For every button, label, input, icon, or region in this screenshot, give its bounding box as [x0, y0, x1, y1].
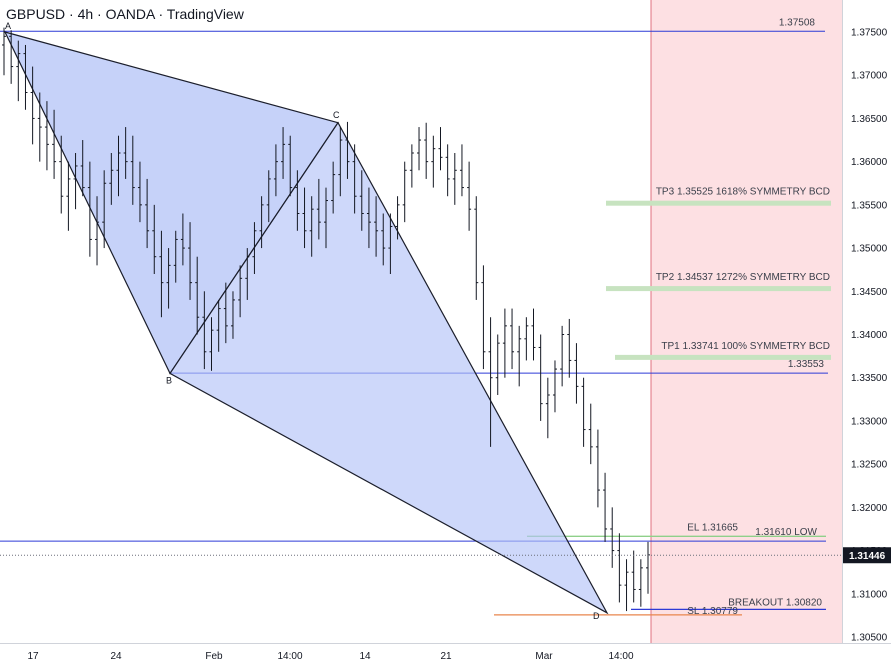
- pattern-point-a: A: [5, 21, 11, 31]
- price-tick-label: 1.31000: [851, 589, 888, 600]
- pattern-point-c: C: [333, 110, 340, 120]
- time-tick-label: 21: [440, 651, 452, 662]
- pattern-point-b: B: [166, 375, 172, 385]
- time-tick-label: Feb: [205, 651, 223, 662]
- price-tick-label: 1.36500: [851, 114, 888, 125]
- tp1-label: TP1 1.33741 100% SYMMETRY BCD: [661, 341, 830, 352]
- level-low-label: 1.31610 LOW: [755, 527, 817, 538]
- price-tick-label: 1.35000: [851, 244, 888, 255]
- tp2-label: TP2 1.34537 1272% SYMMETRY BCD: [656, 272, 830, 283]
- price-tick-label: 1.37500: [851, 28, 888, 39]
- price-tick-label: 1.36000: [851, 157, 888, 168]
- current-price-label: 1.31446: [849, 551, 886, 562]
- tp1-zone: [615, 354, 831, 360]
- candles: [2, 27, 650, 612]
- price-tick-label: 1.33500: [851, 373, 888, 384]
- pattern-point-d: D: [593, 611, 600, 621]
- price-tick-label: 1.30500: [851, 633, 888, 644]
- future-zone: [651, 0, 842, 643]
- time-tick-label: 17: [27, 651, 39, 662]
- level-breakout-label: BREAKOUT 1.30820: [728, 597, 822, 608]
- time-tick-label: Mar: [535, 651, 553, 662]
- tp3-zone: [606, 200, 831, 206]
- chart-title: GBPUSD · 4h · OANDA · TradingView: [6, 6, 244, 22]
- price-tick-label: 1.35500: [851, 200, 888, 211]
- price-tick-label: 1.32500: [851, 460, 888, 471]
- price-tick-label: 1.34000: [851, 330, 888, 341]
- time-tick-label: 24: [110, 651, 122, 662]
- pattern-point-labels: A B C D: [5, 21, 600, 621]
- level-1-33553-label: 1.33553: [788, 359, 825, 370]
- stop-label: SL 1.30779: [687, 606, 738, 617]
- price-axis[interactable]: 1.37500 1.37000 1.36500 1.36000 1.35500 1.350…: [851, 28, 888, 644]
- level-labels: 1.37508 1.33553 1.31610 LOW BREAKOUT 1.3082…: [656, 17, 830, 617]
- price-tick-label: 1.32000: [851, 503, 888, 514]
- price-tick-label: 1.34500: [851, 287, 888, 298]
- time-tick-label: 14: [359, 651, 371, 662]
- price-tick-label: 1.37000: [851, 71, 888, 82]
- target-zones: [606, 200, 831, 360]
- current-price-tag: [843, 547, 891, 564]
- level-1-37508-label: 1.37508: [779, 17, 816, 28]
- tp2-zone: [606, 286, 831, 292]
- time-tick-label: 14:00: [608, 651, 633, 662]
- time-tick-label: 14:00: [277, 651, 302, 662]
- price-tick-label: 1.33000: [851, 416, 888, 427]
- time-axis[interactable]: 17 24 Feb 14:00 14 21 Mar 14:00: [27, 651, 634, 662]
- tp3-label: TP3 1.35525 1618% SYMMETRY BCD: [656, 187, 830, 198]
- entry-label: EL 1.31665: [687, 522, 738, 533]
